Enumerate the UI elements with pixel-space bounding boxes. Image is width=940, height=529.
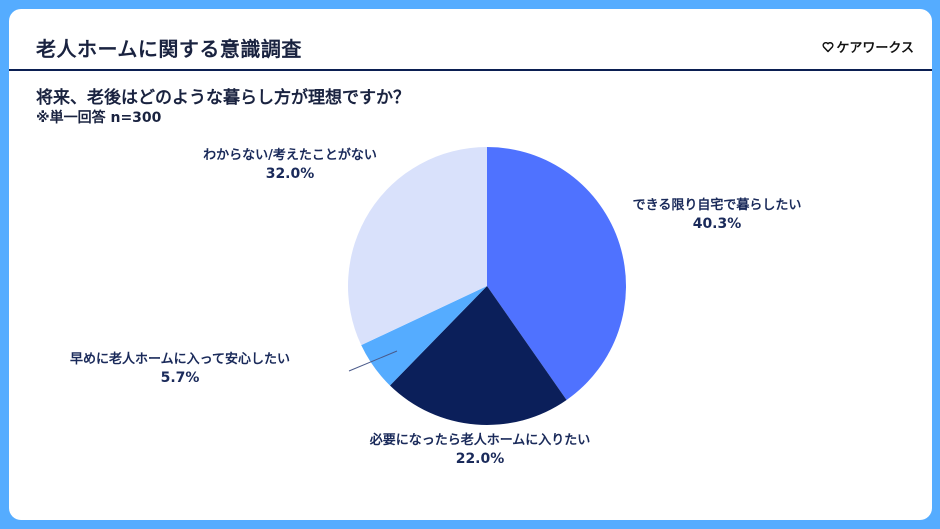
header-divider: [9, 69, 932, 71]
sample-note: ※単一回答 n=300: [36, 110, 162, 126]
brand-logo: ケアワークス: [822, 37, 914, 56]
heart-outline-icon: [822, 41, 834, 52]
slice-home: [487, 147, 626, 400]
label-home: できる限り自宅で暮らしたい 40.3%: [632, 198, 802, 232]
survey-card: 老人ホームに関する意識調査 ケアワークス 将来、老後はどのような暮らし方が理想で…: [9, 9, 932, 520]
brand-name: ケアワークス: [836, 41, 914, 56]
slice-unknown: [347, 147, 487, 346]
label-unknown: わからない/考えたことがない 32.0%: [203, 148, 377, 182]
slice-early: [361, 286, 487, 386]
question-text: 将来、老後はどのような暮らし方が理想ですか？: [36, 88, 410, 108]
label-when-needed: 必要になったら老人ホームに入りたい 22.0%: [369, 433, 591, 467]
page-title: 老人ホームに関する意識調査: [36, 37, 302, 61]
slice-when-needed: [389, 286, 567, 425]
leader-line: [348, 350, 398, 372]
label-early: 早めに老人ホームに入って安心したい 5.7%: [70, 352, 290, 386]
